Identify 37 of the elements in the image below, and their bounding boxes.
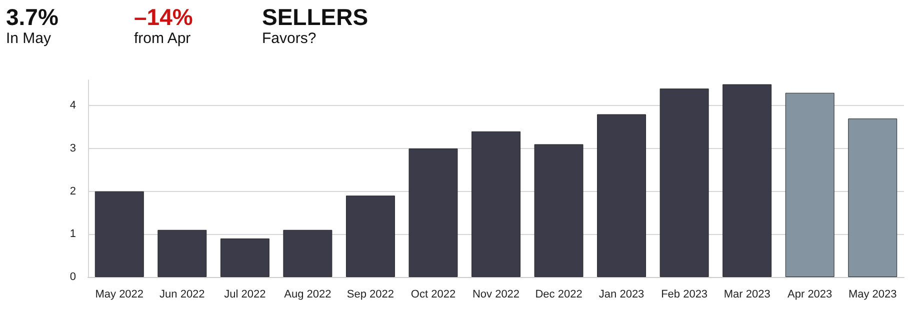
y-tick-label: 3 [70, 142, 76, 155]
bar [472, 131, 520, 277]
text: from Apr [134, 30, 192, 48]
bar [848, 118, 898, 277]
text: –14% [134, 4, 193, 30]
bar [346, 196, 395, 277]
x-tick-label: Oct 2022 [410, 288, 456, 300]
x-tick-label: May 2023 [848, 288, 897, 300]
x-tick-label: May 2022 [95, 288, 144, 300]
x-tick-label: Mar 2023 [724, 288, 770, 300]
bar [785, 92, 834, 277]
bar [158, 230, 207, 277]
bar [597, 114, 646, 277]
bar [283, 230, 332, 277]
x-tick-label: Jun 2022 [160, 288, 205, 300]
x-tick-label: Dec 2022 [535, 288, 582, 300]
text: In May [6, 30, 52, 48]
x-tick-label: Jul 2022 [224, 288, 266, 300]
bar [660, 88, 709, 277]
y-tick-label: 0 [70, 271, 76, 283]
x-tick-label: Feb 2023 [661, 288, 708, 300]
y-tick-label: 2 [70, 185, 76, 198]
bar [722, 84, 772, 277]
bar [220, 238, 270, 277]
text: Favors? [262, 30, 318, 48]
x-tick-label: Jan 2023 [598, 288, 644, 300]
y-tick-label: 1 [70, 228, 76, 240]
x-tick-label: Nov 2022 [472, 288, 520, 300]
bar [94, 191, 144, 277]
text: SELLERS [262, 4, 368, 30]
bar [534, 144, 584, 277]
x-tick-label: Sep 2022 [346, 288, 394, 300]
bar [408, 148, 458, 277]
text: 3.7% [6, 4, 58, 30]
x-tick-label: Apr 2023 [788, 288, 832, 300]
x-tick-label: Aug 2022 [284, 288, 332, 300]
y-tick-label: 4 [70, 100, 76, 112]
